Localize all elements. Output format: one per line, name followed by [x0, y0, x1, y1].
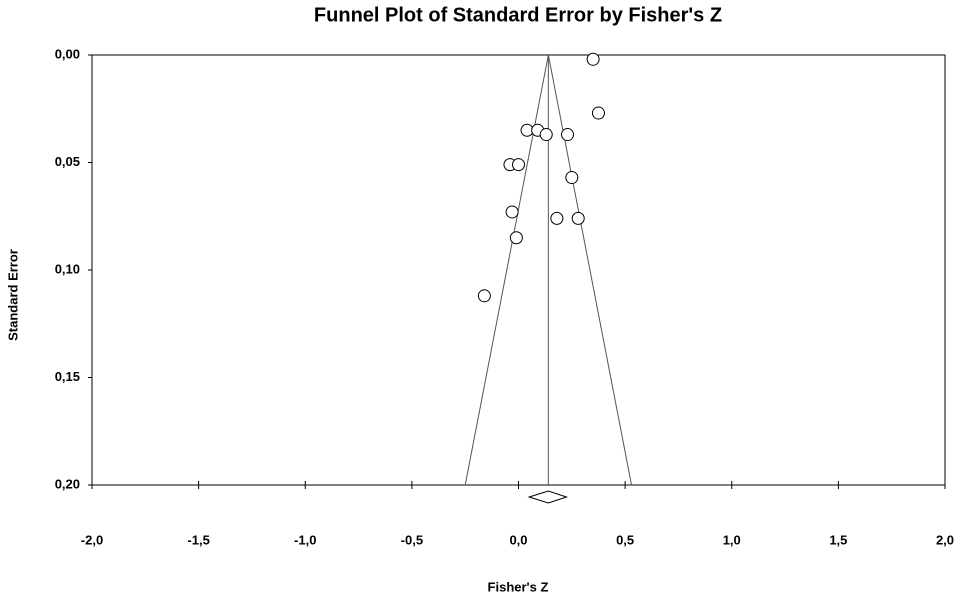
summary-diamond	[527, 490, 569, 504]
x-tick-label: 0,0	[509, 532, 527, 547]
study-point	[550, 211, 564, 225]
x-tick-label: -1,0	[294, 532, 316, 547]
y-tick-label: 0,00	[55, 46, 80, 61]
x-tick-label: 0,5	[616, 532, 634, 547]
study-point	[591, 106, 605, 120]
y-tick-label: 0,20	[55, 476, 80, 491]
study-point	[512, 158, 525, 172]
study-point	[561, 128, 575, 142]
plot-frame	[91, 54, 946, 486]
y-tick-label: 0,05	[55, 154, 80, 169]
x-tick-label: 1,5	[829, 532, 847, 547]
x-tick-label: 2,0	[936, 532, 954, 547]
x-tick-label: -0,5	[401, 532, 423, 547]
study-point	[505, 205, 519, 219]
study-point	[586, 52, 600, 66]
funnel-line	[464, 54, 549, 486]
chart-title: Funnel Plot of Standard Error by Fisher'…	[314, 4, 722, 26]
x-axis-title: Fisher's Z	[488, 579, 549, 594]
y-axis-title: Standard Error	[5, 249, 20, 341]
study-point	[477, 289, 491, 303]
study-point	[565, 171, 579, 185]
x-tick-label: -1,5	[187, 532, 209, 547]
funnel-line	[547, 54, 633, 486]
study-point	[571, 211, 585, 225]
y-tick-label: 0,10	[55, 261, 80, 276]
study-point	[539, 128, 553, 142]
y-tick-label: 0,15	[55, 369, 80, 384]
study-point	[509, 231, 523, 245]
x-tick-label: 1,0	[723, 532, 741, 547]
x-tick-label: -2,0	[81, 532, 103, 547]
